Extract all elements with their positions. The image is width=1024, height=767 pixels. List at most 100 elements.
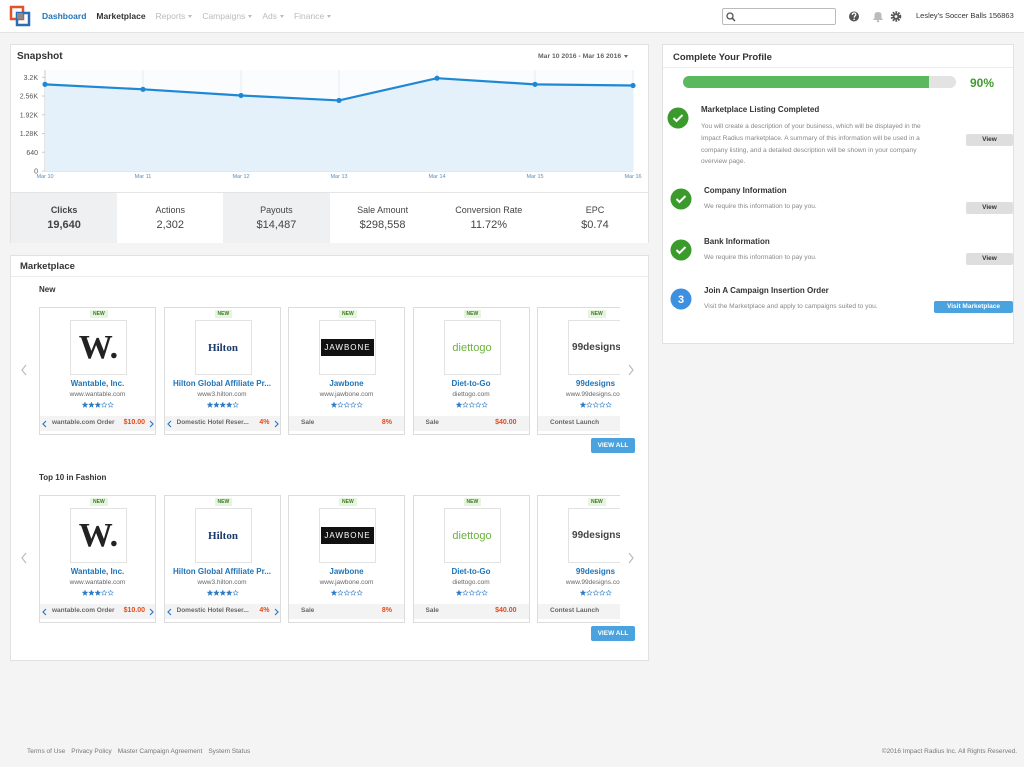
- offer-arrow-right[interactable]: [149, 420, 154, 428]
- brand-name: Jawbone: [329, 379, 364, 388]
- brand-url: www.99designs.com: [565, 579, 620, 586]
- offer-name: Contest Launch: [550, 419, 600, 426]
- brand-card[interactable]: NEW 99designs 99designs www.99designs.com Co…: [537, 307, 620, 435]
- offer-arrow-left[interactable]: [166, 420, 172, 428]
- brand-logo: JAWBONE: [319, 320, 376, 375]
- star: [206, 402, 213, 408]
- brand-card[interactable]: NEW W. Wantable, Inc. www.wantable.com wanta…: [39, 495, 156, 623]
- stat-cell[interactable]: Clicks 19,640: [11, 193, 118, 243]
- offer-arrow-right[interactable]: [149, 608, 154, 616]
- nav-item[interactable]: Dashboard: [42, 11, 86, 21]
- point: [42, 81, 48, 87]
- footer-link[interactable]: Master Campaign Agreement: [117, 748, 203, 755]
- star: [225, 590, 233, 596]
- settings-icon[interactable]: [890, 11, 902, 22]
- offer-name: Domestic Hotel Reser...: [176, 419, 249, 426]
- arrow-shape: [166, 420, 171, 428]
- help-icon[interactable]: [849, 11, 859, 22]
- icon-circle: [670, 288, 692, 310]
- carousel-arrow-right[interactable]: [627, 363, 635, 377]
- icon-circle: [667, 107, 689, 129]
- brand-card[interactable]: NEW diettogo Diet-to-Go diettogo.com Sale $40…: [412, 495, 530, 623]
- star: [349, 402, 357, 408]
- search-box[interactable]: [722, 8, 836, 25]
- card-carousel: NEW W. Wantable, Inc. www.wantable.com wanta…: [39, 495, 620, 625]
- brand-card[interactable]: NEW Hilton Hilton Global Affiliate Pr... ww…: [163, 495, 281, 623]
- brand-card[interactable]: NEW W. Wantable, Inc. www.wantable.com wanta…: [39, 307, 156, 435]
- star: [585, 402, 593, 408]
- nav-item[interactable]: Ads: [262, 11, 284, 21]
- dropdown-caret: [327, 15, 332, 19]
- star: [592, 590, 600, 596]
- view-button[interactable]: View: [966, 202, 1013, 214]
- brand-url: www.jawbone.com: [319, 391, 374, 398]
- carousel-arrow-right[interactable]: [627, 551, 635, 565]
- carousel-arrow-left[interactable]: [20, 551, 28, 565]
- star: [343, 402, 351, 408]
- nav-item[interactable]: Finance: [294, 11, 332, 21]
- offer-arrow-left[interactable]: [42, 608, 47, 616]
- logo[interactable]: [9, 5, 32, 28]
- arrow-shape: [628, 364, 634, 376]
- progress-label: 90%: [970, 76, 995, 90]
- stat-label: Payouts: [260, 205, 293, 215]
- brand-url: www.wantable.com: [69, 579, 126, 586]
- stat-value: $14,487: [256, 219, 297, 231]
- star: [467, 402, 475, 408]
- new-badge: NEW: [588, 310, 606, 318]
- nav-item[interactable]: Reports: [156, 11, 193, 21]
- brand-card[interactable]: NEW 99designs 99designs www.99designs.com Co…: [537, 495, 620, 623]
- brand-card[interactable]: NEW diettogo Diet-to-Go diettogo.com Sale $40…: [412, 307, 530, 435]
- carousel-arrow-left[interactable]: [20, 363, 28, 377]
- brand-card[interactable]: NEW JAWBONE Jawbone www.jawbone.com Sale 8%: [288, 307, 405, 435]
- stat-cell[interactable]: EPC $0.74: [541, 193, 649, 243]
- stat-value: $298,558: [359, 219, 406, 231]
- offer-arrow-left[interactable]: [42, 420, 47, 428]
- primary-button[interactable]: Visit Marketplace: [934, 301, 1013, 313]
- offer-arrow-right[interactable]: [274, 608, 279, 616]
- card-carousel: NEW W. Wantable, Inc. www.wantable.com wanta…: [39, 307, 620, 437]
- star: [343, 590, 351, 596]
- rating-stars: [206, 402, 239, 408]
- point: [140, 86, 146, 92]
- brand-card[interactable]: NEW JAWBONE Jawbone www.jawbone.com Sale 8%: [288, 495, 405, 623]
- new-badge: NEW: [90, 310, 108, 318]
- new-badge: NEW: [214, 310, 233, 318]
- y-tick-label: 1.28K: [20, 131, 39, 138]
- progress-track: [683, 76, 956, 88]
- nav-item[interactable]: Marketplace: [96, 11, 145, 21]
- stat-value: 11.72%: [470, 219, 508, 231]
- star: [82, 402, 89, 408]
- brand-card[interactable]: NEW Hilton Hilton Global Affiliate Pr... ww…: [163, 307, 281, 435]
- date-range[interactable]: Mar 10 2016 - Mar 16 2016: [538, 53, 629, 60]
- stat-label: EPC: [585, 205, 605, 215]
- stat-cell[interactable]: Actions 2,302: [117, 193, 224, 243]
- view-button[interactable]: View: [966, 253, 1013, 265]
- star: [206, 590, 213, 596]
- offer-bar: Sale 8%: [289, 604, 404, 619]
- view-all-button[interactable]: VIEW ALL: [591, 438, 635, 453]
- step-title: Company Information: [704, 186, 787, 195]
- stat-label: Conversion Rate: [455, 205, 523, 215]
- offer-arrow-right[interactable]: [274, 420, 279, 428]
- footer-link[interactable]: Privacy Policy: [71, 748, 112, 755]
- view-all-button[interactable]: VIEW ALL: [591, 626, 635, 641]
- notifications-icon[interactable]: [873, 12, 883, 23]
- arrow-shape: [149, 420, 154, 428]
- stat-cell[interactable]: Payouts $14,487: [223, 193, 330, 243]
- nav-label: Campaigns: [202, 11, 246, 21]
- footer-link[interactable]: System Status: [208, 748, 251, 755]
- offer-arrow-left[interactable]: [166, 608, 172, 616]
- stat-cell[interactable]: Sale Amount $298,558: [329, 193, 436, 243]
- view-button[interactable]: View: [966, 134, 1013, 146]
- stat-cell[interactable]: Conversion Rate 11.72%: [435, 193, 542, 243]
- account-menu[interactable]: Lesley's Soccer Balls 156863: [916, 11, 1014, 20]
- rating-stars: [206, 590, 239, 596]
- new-badge: NEW: [339, 310, 357, 318]
- nav-item[interactable]: Campaigns: [202, 11, 253, 21]
- brand-logo: Hilton: [194, 320, 252, 375]
- offer-bar: wantable.com Order $10.00: [40, 604, 155, 619]
- arrow-shape: [274, 608, 279, 616]
- star: [107, 590, 114, 596]
- footer-link[interactable]: Terms of Use: [27, 748, 66, 755]
